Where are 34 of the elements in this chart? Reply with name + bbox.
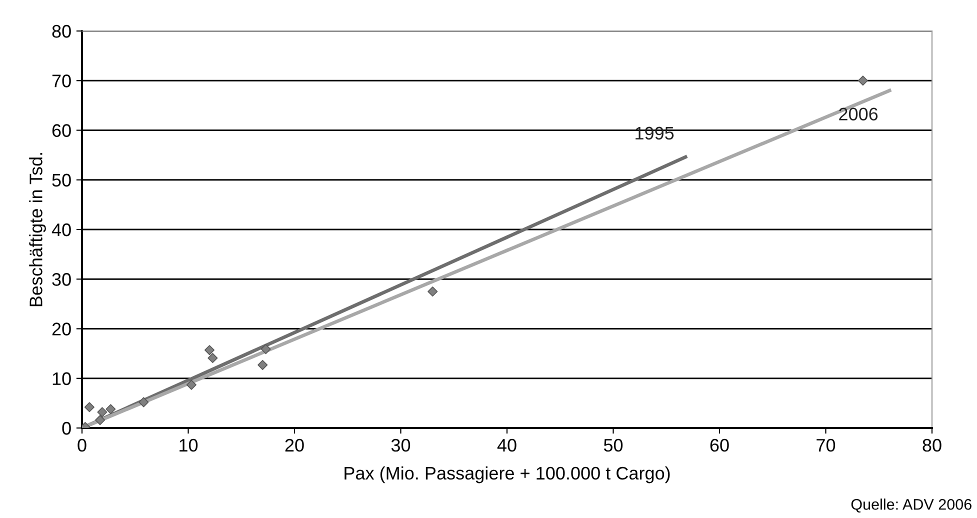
x-tick-label: 60 — [710, 438, 729, 452]
y-tick-label: 70 — [52, 74, 71, 88]
point — [204, 345, 215, 356]
point — [95, 415, 106, 426]
x-tick-label: 20 — [285, 438, 304, 452]
source-note: Quelle: ADV 2006 — [851, 498, 972, 513]
point — [260, 344, 271, 354]
y-tick-label: 60 — [52, 124, 71, 137]
point — [97, 407, 108, 418]
x-tick-label: 50 — [604, 438, 623, 452]
x-tick-label: 10 — [180, 438, 198, 452]
y-tick-label: 40 — [52, 223, 71, 236]
y-tick-label: 10 — [52, 372, 71, 386]
x-tick-label: 80 — [922, 438, 942, 452]
point — [208, 353, 218, 364]
x-tick-label: 70 — [816, 438, 836, 452]
y-tick-label: 80 — [52, 24, 71, 38]
y-tick-label: 30 — [52, 273, 71, 286]
point — [428, 286, 438, 297]
point — [106, 404, 116, 414]
x-axis-title: Pax (Mio. Passagiere + 100.000 t Cargo) — [344, 466, 670, 484]
point — [258, 360, 268, 370]
point — [186, 380, 196, 390]
series-label: 2006 — [839, 108, 878, 120]
point — [138, 397, 149, 408]
y-tick-label: 0 — [62, 422, 71, 435]
x-tick-label: 30 — [391, 438, 410, 452]
y-axis-title: Beschäftigte in Tsd. — [29, 153, 46, 306]
x-tick-label: 40 — [497, 438, 516, 452]
y-tick-label: 20 — [52, 322, 71, 336]
point — [84, 402, 94, 412]
point — [858, 76, 868, 86]
y-tick-label: 50 — [52, 174, 71, 187]
x-tick-label: 0 — [78, 438, 86, 452]
